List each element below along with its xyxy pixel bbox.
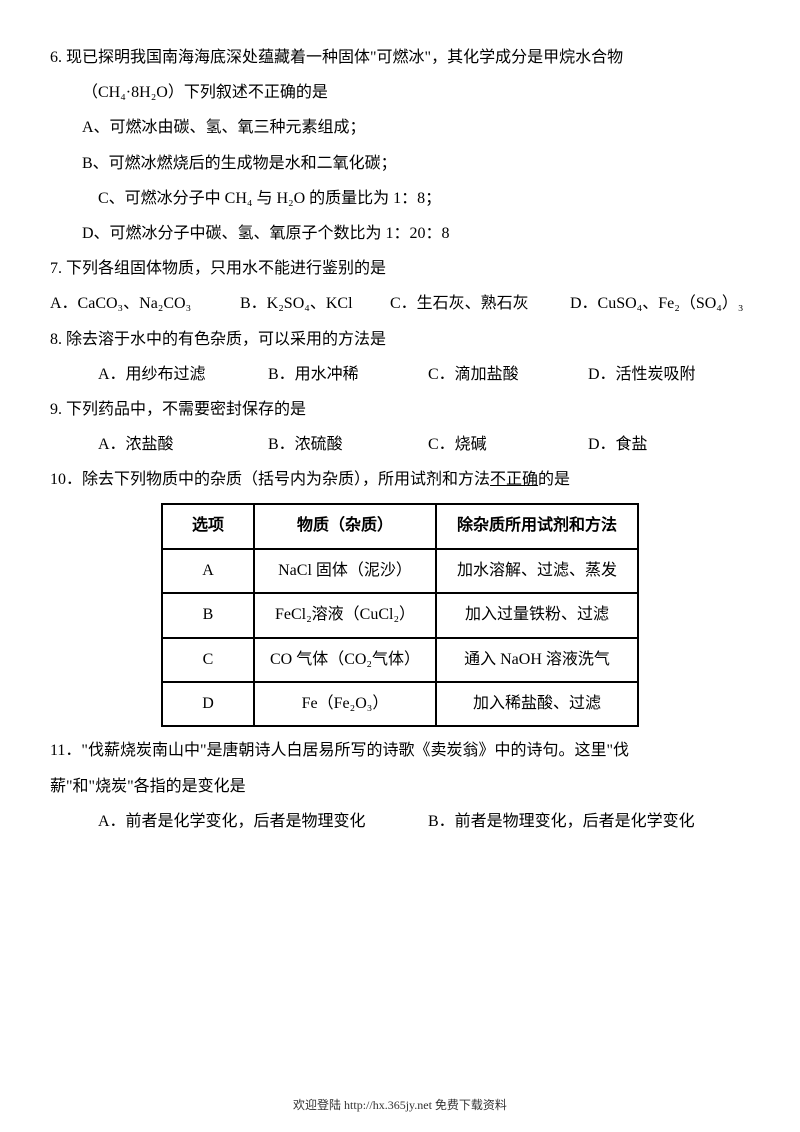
q7-option-b: B．K₂SO₄、KCl: [240, 286, 390, 321]
q8-stem: 8. 除去溶于水中的有色杂质，可以采用的方法是: [50, 322, 750, 357]
q8-option-b: B．用水冲稀: [268, 357, 428, 392]
q7-option-a: A．CaCO₃、Na₂CO₃: [50, 286, 240, 321]
cell-d1: D: [162, 682, 254, 726]
q6-option-b: B、可燃冰燃烧后的生成物是水和二氧化碳；: [50, 146, 750, 181]
table-row: D Fe（Fe₂O₃） 加入稀盐酸、过滤: [162, 682, 638, 726]
q9-options: A．浓盐酸 B．浓硫酸 C．烧碱 D．食盐: [50, 427, 750, 462]
cell-c3: 通入 NaOH 溶液洗气: [436, 638, 638, 682]
q11-option-a: A．前者是化学变化，后者是物理变化: [98, 804, 428, 839]
cell-c2: CO 气体（CO₂气体）: [254, 638, 436, 682]
cell-a1: A: [162, 549, 254, 593]
q7-options: A．CaCO₃、Na₂CO₃ B．K₂SO₄、KCl C．生石灰、熟石灰 D．C…: [50, 286, 750, 321]
q6-option-c: C、可燃冰分子中 CH₄ 与 H₂O 的质量比为 1：8；: [50, 181, 750, 216]
q7-stem: 7. 下列各组固体物质，只用水不能进行鉴别的是: [50, 251, 750, 286]
cell-a3: 加水溶解、过滤、蒸发: [436, 549, 638, 593]
q11-option-b: B．前者是物理变化，后者是化学变化: [428, 804, 695, 839]
th-method: 除杂质所用试剂和方法: [436, 504, 638, 548]
q8-options: A．用纱布过滤 B．用水冲稀 C．滴加盐酸 D．活性炭吸附: [50, 357, 750, 392]
q9-option-c: C．烧碱: [428, 427, 588, 462]
q11-options: A．前者是化学变化，后者是物理变化 B．前者是物理变化，后者是化学变化: [50, 804, 750, 839]
q9-option-a: A．浓盐酸: [98, 427, 268, 462]
q9-option-b: B．浓硫酸: [268, 427, 428, 462]
table-row: C CO 气体（CO₂气体） 通入 NaOH 溶液洗气: [162, 638, 638, 682]
q10-stem: 10．除去下列物质中的杂质（括号内为杂质），所用试剂和方法不正确的是: [50, 462, 750, 497]
q6-option-a: A、可燃冰由碳、氢、氧三种元素组成；: [50, 110, 750, 145]
q10-stem-post: 的是: [538, 471, 570, 488]
q8-option-a: A．用纱布过滤: [98, 357, 268, 392]
th-substance: 物质（杂质）: [254, 504, 436, 548]
q11-stem-line2: 薪"和"烧炭"各指的是变化是: [50, 769, 750, 804]
q11-stem-line1: 11．"伐薪烧炭南山中"是唐朝诗人白居易所写的诗歌《卖炭翁》中的诗句。这里"伐: [50, 733, 750, 768]
cell-a2: NaCl 固体（泥沙）: [254, 549, 436, 593]
q6-stem-line2: （CH₄·8H₂O）下列叙述不正确的是: [50, 75, 750, 110]
table-row: B FeCl₂溶液（CuCl₂） 加入过量铁粉、过滤: [162, 593, 638, 637]
cell-c1: C: [162, 638, 254, 682]
table-row: A NaCl 固体（泥沙） 加水溶解、过滤、蒸发: [162, 549, 638, 593]
cell-b3: 加入过量铁粉、过滤: [436, 593, 638, 637]
q6-option-d: D、可燃冰分子中碳、氢、氧原子个数比为 1：20：8: [50, 216, 750, 251]
q10-table: 选项 物质（杂质） 除杂质所用试剂和方法 A NaCl 固体（泥沙） 加水溶解、…: [161, 503, 639, 727]
cell-d3: 加入稀盐酸、过滤: [436, 682, 638, 726]
cell-b1: B: [162, 593, 254, 637]
q6-stem-line1: 6. 现已探明我国南海海底深处蕴藏着一种固体"可燃冰"，其化学成分是甲烷水合物: [50, 40, 750, 75]
q9-stem: 9. 下列药品中，不需要密封保存的是: [50, 392, 750, 427]
page-footer: 欢迎登陆 http://hx.365jy.net 免费下载资料: [0, 1092, 800, 1118]
q8-option-d: D．活性炭吸附: [588, 357, 696, 392]
q7-option-c: C．生石灰、熟石灰: [390, 286, 570, 321]
q10-stem-underline: 不正确: [490, 471, 538, 488]
q9-option-d: D．食盐: [588, 427, 648, 462]
q8-option-c: C．滴加盐酸: [428, 357, 588, 392]
cell-d2: Fe（Fe₂O₃）: [254, 682, 436, 726]
th-option: 选项: [162, 504, 254, 548]
q10-stem-pre: 10．除去下列物质中的杂质（括号内为杂质），所用试剂和方法: [50, 471, 490, 488]
cell-b2: FeCl₂溶液（CuCl₂）: [254, 593, 436, 637]
q7-option-d: D．CuSO₄、Fe₂（SO₄）₃: [570, 286, 743, 321]
table-header-row: 选项 物质（杂质） 除杂质所用试剂和方法: [162, 504, 638, 548]
